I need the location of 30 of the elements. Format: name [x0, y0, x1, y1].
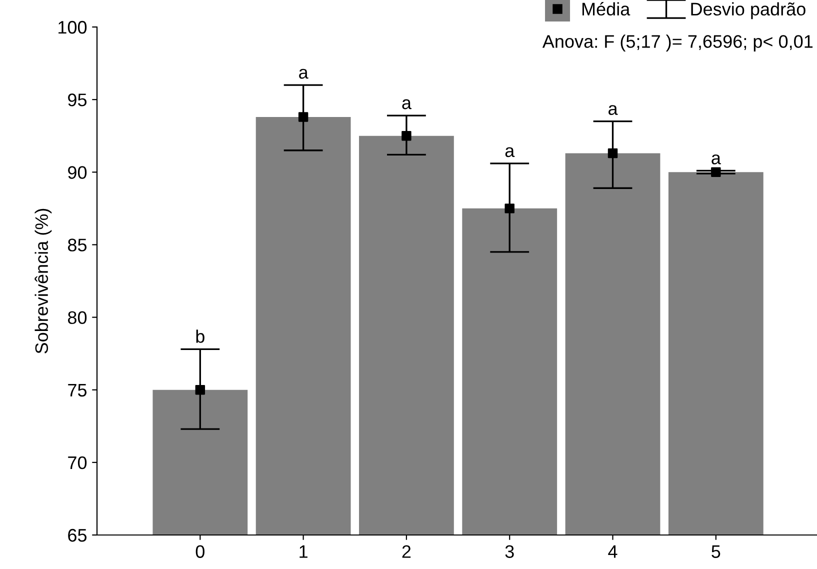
- y-tick-label: 75: [68, 384, 87, 397]
- annotation: a: [608, 105, 618, 115]
- x-tick-label: 2: [402, 545, 411, 558]
- y-tick-label: 95: [68, 94, 87, 106]
- x-tick-label: 1: [300, 545, 308, 558]
- x-tick-label: 0: [196, 545, 204, 558]
- point: [608, 148, 618, 158]
- y-axis-title: Sobrevivência (%): [34, 208, 52, 354]
- annotation: a: [299, 68, 308, 79]
- y-tick-label: 85: [68, 238, 87, 252]
- annotation: Anova: F (5;17 )= 7,6596; p< 0,01: [542, 34, 813, 52]
- legend-label: Média: [582, 2, 630, 16]
- y-tick-label: 90: [68, 166, 87, 179]
- y-tick-label: 65: [68, 528, 87, 542]
- annotation: a: [712, 154, 721, 164]
- y-tick-label: 70: [68, 456, 87, 470]
- point: [298, 112, 308, 122]
- annotation: a: [505, 147, 515, 158]
- y-tick-label: 100: [58, 20, 87, 34]
- annotation: b: [196, 330, 204, 343]
- x-tick-label: 4: [608, 545, 618, 558]
- point: [504, 204, 514, 214]
- point: [195, 384, 206, 395]
- text: Desvio padrão: [691, 2, 806, 20]
- y-tick-label: 80: [68, 311, 87, 324]
- annotation: a: [402, 99, 412, 110]
- x-tick-label: 5: [712, 545, 720, 558]
- point: [711, 167, 721, 178]
- point: [402, 130, 412, 141]
- x-tick-label: 3: [505, 545, 514, 558]
